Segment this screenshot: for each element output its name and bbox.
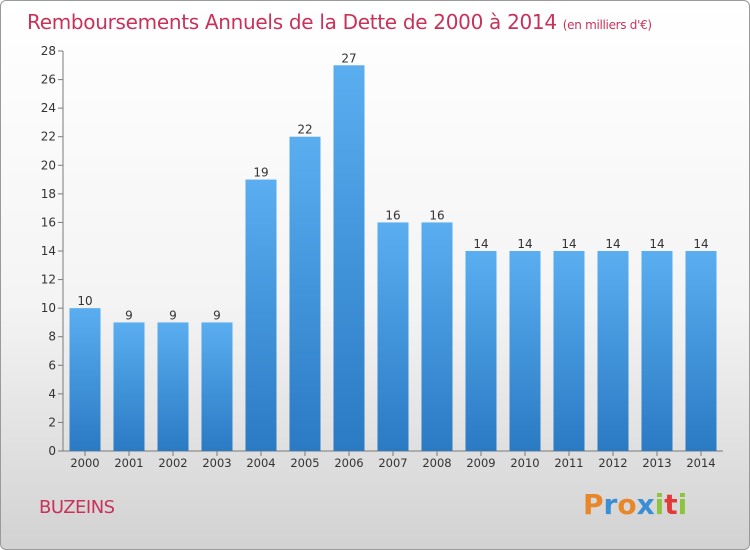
y-tick-label: 18 xyxy=(41,187,56,201)
bar-2008 xyxy=(421,222,453,451)
bar-2006 xyxy=(333,65,365,452)
x-tick-label: 2002 xyxy=(158,456,187,470)
x-tick-label: 2014 xyxy=(686,456,715,470)
y-tick-label: 0 xyxy=(48,444,56,458)
x-tick-label: 2008 xyxy=(422,456,451,470)
x-tick-label: 2012 xyxy=(598,456,627,470)
x-tick-label: 2010 xyxy=(510,456,539,470)
place-name: BUZEINS xyxy=(39,497,115,518)
x-tick-label: 2006 xyxy=(334,456,363,470)
x-tick-label: 2013 xyxy=(642,456,671,470)
x-tick-label: 2005 xyxy=(290,456,319,470)
y-tick-label: 14 xyxy=(41,244,56,258)
data-label: 22 xyxy=(297,123,312,137)
bar-2012 xyxy=(597,251,629,451)
x-tick-label: 2004 xyxy=(246,456,275,470)
logo-letter: i xyxy=(677,488,688,521)
data-label: 19 xyxy=(253,166,268,180)
logo-letter: t xyxy=(664,488,678,521)
y-tick-label: 16 xyxy=(41,215,56,229)
data-label: 14 xyxy=(649,237,664,251)
chart-title: Remboursements Annuels de la Dette de 20… xyxy=(27,10,652,34)
data-label: 27 xyxy=(341,51,356,65)
bar-2005 xyxy=(289,136,321,451)
bar-2002 xyxy=(157,322,189,451)
x-tick-label: 2009 xyxy=(466,456,495,470)
bar-2014 xyxy=(685,251,717,451)
x-tick-label: 2001 xyxy=(114,456,143,470)
logo-letter: i xyxy=(654,488,665,521)
y-tick-label: 26 xyxy=(41,73,56,87)
y-tick-label: 12 xyxy=(41,273,56,287)
logo-letter: P xyxy=(583,488,604,521)
x-tick-label: 2003 xyxy=(202,456,231,470)
bar-2000 xyxy=(69,308,101,451)
y-tick-label: 28 xyxy=(41,44,56,58)
data-label: 16 xyxy=(429,208,444,222)
bar-2004 xyxy=(245,179,277,452)
y-tick-label: 4 xyxy=(48,387,56,401)
data-label: 9 xyxy=(213,308,221,322)
y-tick-label: 10 xyxy=(41,301,56,315)
data-label: 14 xyxy=(473,237,488,251)
y-tick-label: 20 xyxy=(41,158,56,172)
data-label: 14 xyxy=(517,237,532,251)
y-tick-label: 8 xyxy=(48,330,56,344)
data-label: 14 xyxy=(561,237,576,251)
bar-2010 xyxy=(509,251,541,451)
chart-unit: (en milliers d'€) xyxy=(562,18,652,32)
y-tick-label: 6 xyxy=(48,358,56,372)
data-label: 14 xyxy=(693,237,708,251)
y-tick-label: 2 xyxy=(48,415,56,429)
bar-2003 xyxy=(201,322,233,451)
bar-2009 xyxy=(465,251,497,451)
x-tick-label: 2000 xyxy=(70,456,99,470)
data-label: 9 xyxy=(125,308,133,322)
bar-2001 xyxy=(113,322,145,451)
data-label: 14 xyxy=(605,237,620,251)
data-label: 16 xyxy=(385,208,400,222)
y-tick-label: 22 xyxy=(41,130,56,144)
logo-letter: x xyxy=(636,488,655,521)
bar-2013 xyxy=(641,251,673,451)
chart-title-text: Remboursements Annuels de la Dette de 20… xyxy=(27,10,557,34)
bar-2007 xyxy=(377,222,409,451)
proxiti-logo: Proxiti xyxy=(583,488,687,521)
logo-letter: r xyxy=(603,488,618,521)
y-tick-label: 24 xyxy=(41,101,56,115)
data-label: 9 xyxy=(169,308,177,322)
data-label: 10 xyxy=(77,294,92,308)
bar-2011 xyxy=(553,251,585,451)
logo-letter: o xyxy=(617,488,637,521)
x-tick-label: 2011 xyxy=(554,456,583,470)
x-tick-label: 2007 xyxy=(378,456,407,470)
